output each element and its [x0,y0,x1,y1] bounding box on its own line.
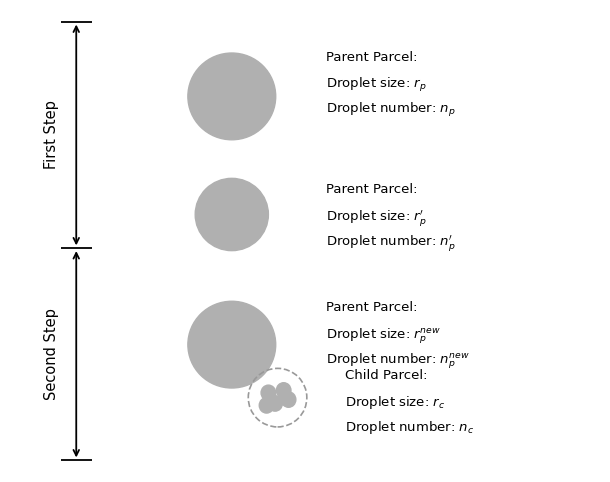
Ellipse shape [276,383,291,398]
Text: Parent Parcel:: Parent Parcel: [326,51,418,64]
Text: Droplet number: $n_p'$: Droplet number: $n_p'$ [326,233,456,253]
Text: Droplet size: $r_p$: Droplet size: $r_p$ [326,76,427,94]
Ellipse shape [261,385,276,401]
Ellipse shape [188,301,276,388]
Text: Droplet size: $r_p'$: Droplet size: $r_p'$ [326,208,427,228]
Ellipse shape [195,178,268,251]
Text: Droplet number: $n_c$: Droplet number: $n_c$ [345,419,474,436]
Ellipse shape [281,392,296,407]
Text: Child Parcel:: Child Parcel: [345,369,427,382]
Text: Droplet number: $n_p^{new}$: Droplet number: $n_p^{new}$ [326,351,470,371]
Text: Droplet size: $r_c$: Droplet size: $r_c$ [345,394,445,411]
Text: First Step: First Step [45,101,59,169]
Ellipse shape [268,396,282,411]
Ellipse shape [259,398,274,413]
Ellipse shape [188,53,276,140]
Text: Parent Parcel:: Parent Parcel: [326,301,418,314]
Text: Droplet size: $r_p^{new}$: Droplet size: $r_p^{new}$ [326,326,442,346]
Text: Second Step: Second Step [45,308,59,400]
Text: Droplet number: $n_p$: Droplet number: $n_p$ [326,101,456,119]
Text: Parent Parcel:: Parent Parcel: [326,183,418,196]
